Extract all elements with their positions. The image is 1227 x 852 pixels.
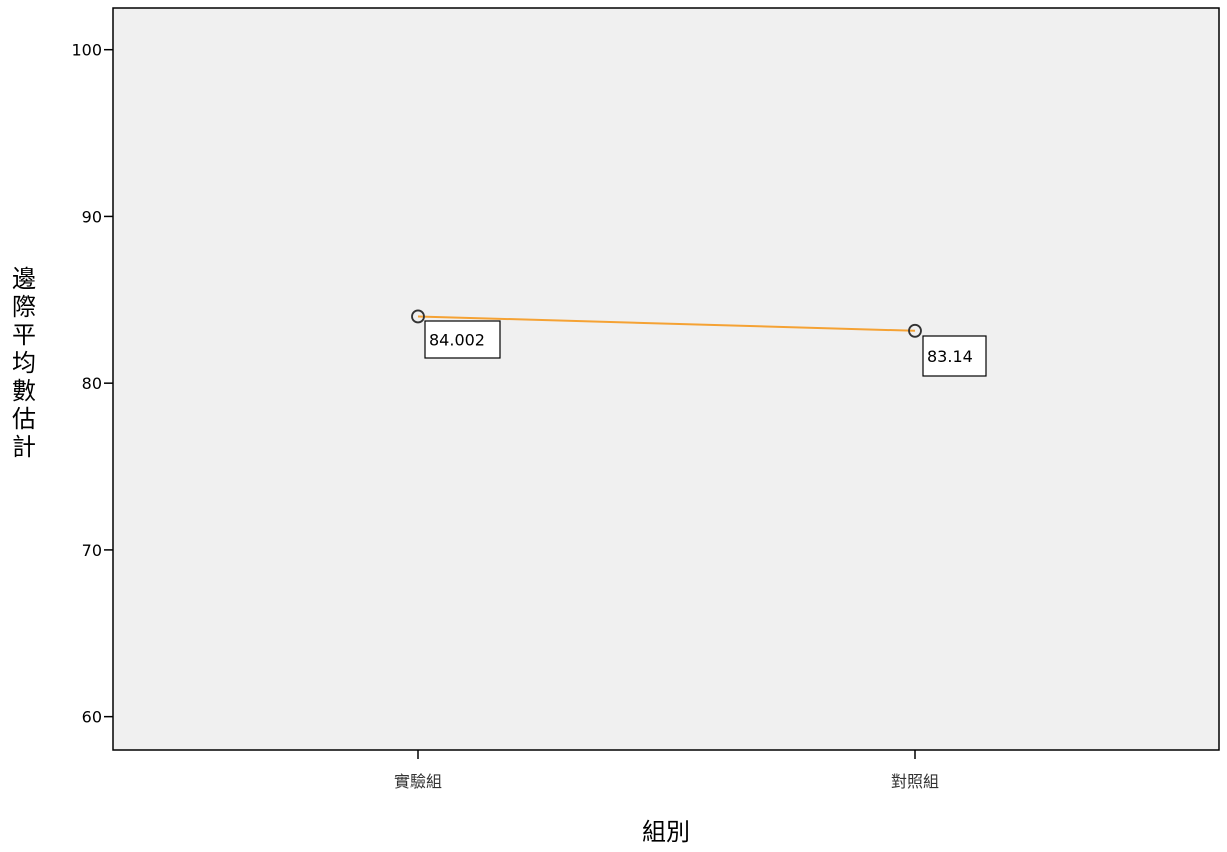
y-axis-title-char: 際 bbox=[12, 293, 36, 321]
y-tick-label: 100 bbox=[71, 41, 102, 60]
x-axis-title: 組別 bbox=[642, 818, 690, 846]
x-axis: 實驗組 對照組 bbox=[394, 750, 939, 791]
y-axis-title-char: 均 bbox=[12, 349, 36, 377]
y-tick-label: 90 bbox=[82, 207, 102, 226]
y-tick-label: 60 bbox=[82, 708, 102, 727]
y-axis: 60 70 80 90 100 bbox=[71, 41, 113, 727]
y-axis-title-char: 估 bbox=[12, 405, 36, 433]
data-label-text: 84.002 bbox=[429, 331, 485, 350]
y-axis-title-char: 平 bbox=[12, 321, 36, 349]
y-tick-label: 80 bbox=[82, 374, 102, 393]
data-label-text: 83.14 bbox=[927, 347, 973, 366]
y-tick-label: 70 bbox=[82, 541, 102, 560]
x-tick-label: 對照組 bbox=[891, 772, 939, 791]
y-axis-title-char: 計 bbox=[12, 433, 36, 461]
data-label: 84.002 bbox=[425, 321, 500, 358]
data-label: 83.14 bbox=[923, 336, 986, 376]
y-axis-title-char: 數 bbox=[12, 377, 36, 405]
plot-area bbox=[113, 8, 1219, 750]
y-axis-title-char: 邊 bbox=[12, 265, 36, 293]
x-tick-label: 實驗組 bbox=[394, 772, 442, 791]
